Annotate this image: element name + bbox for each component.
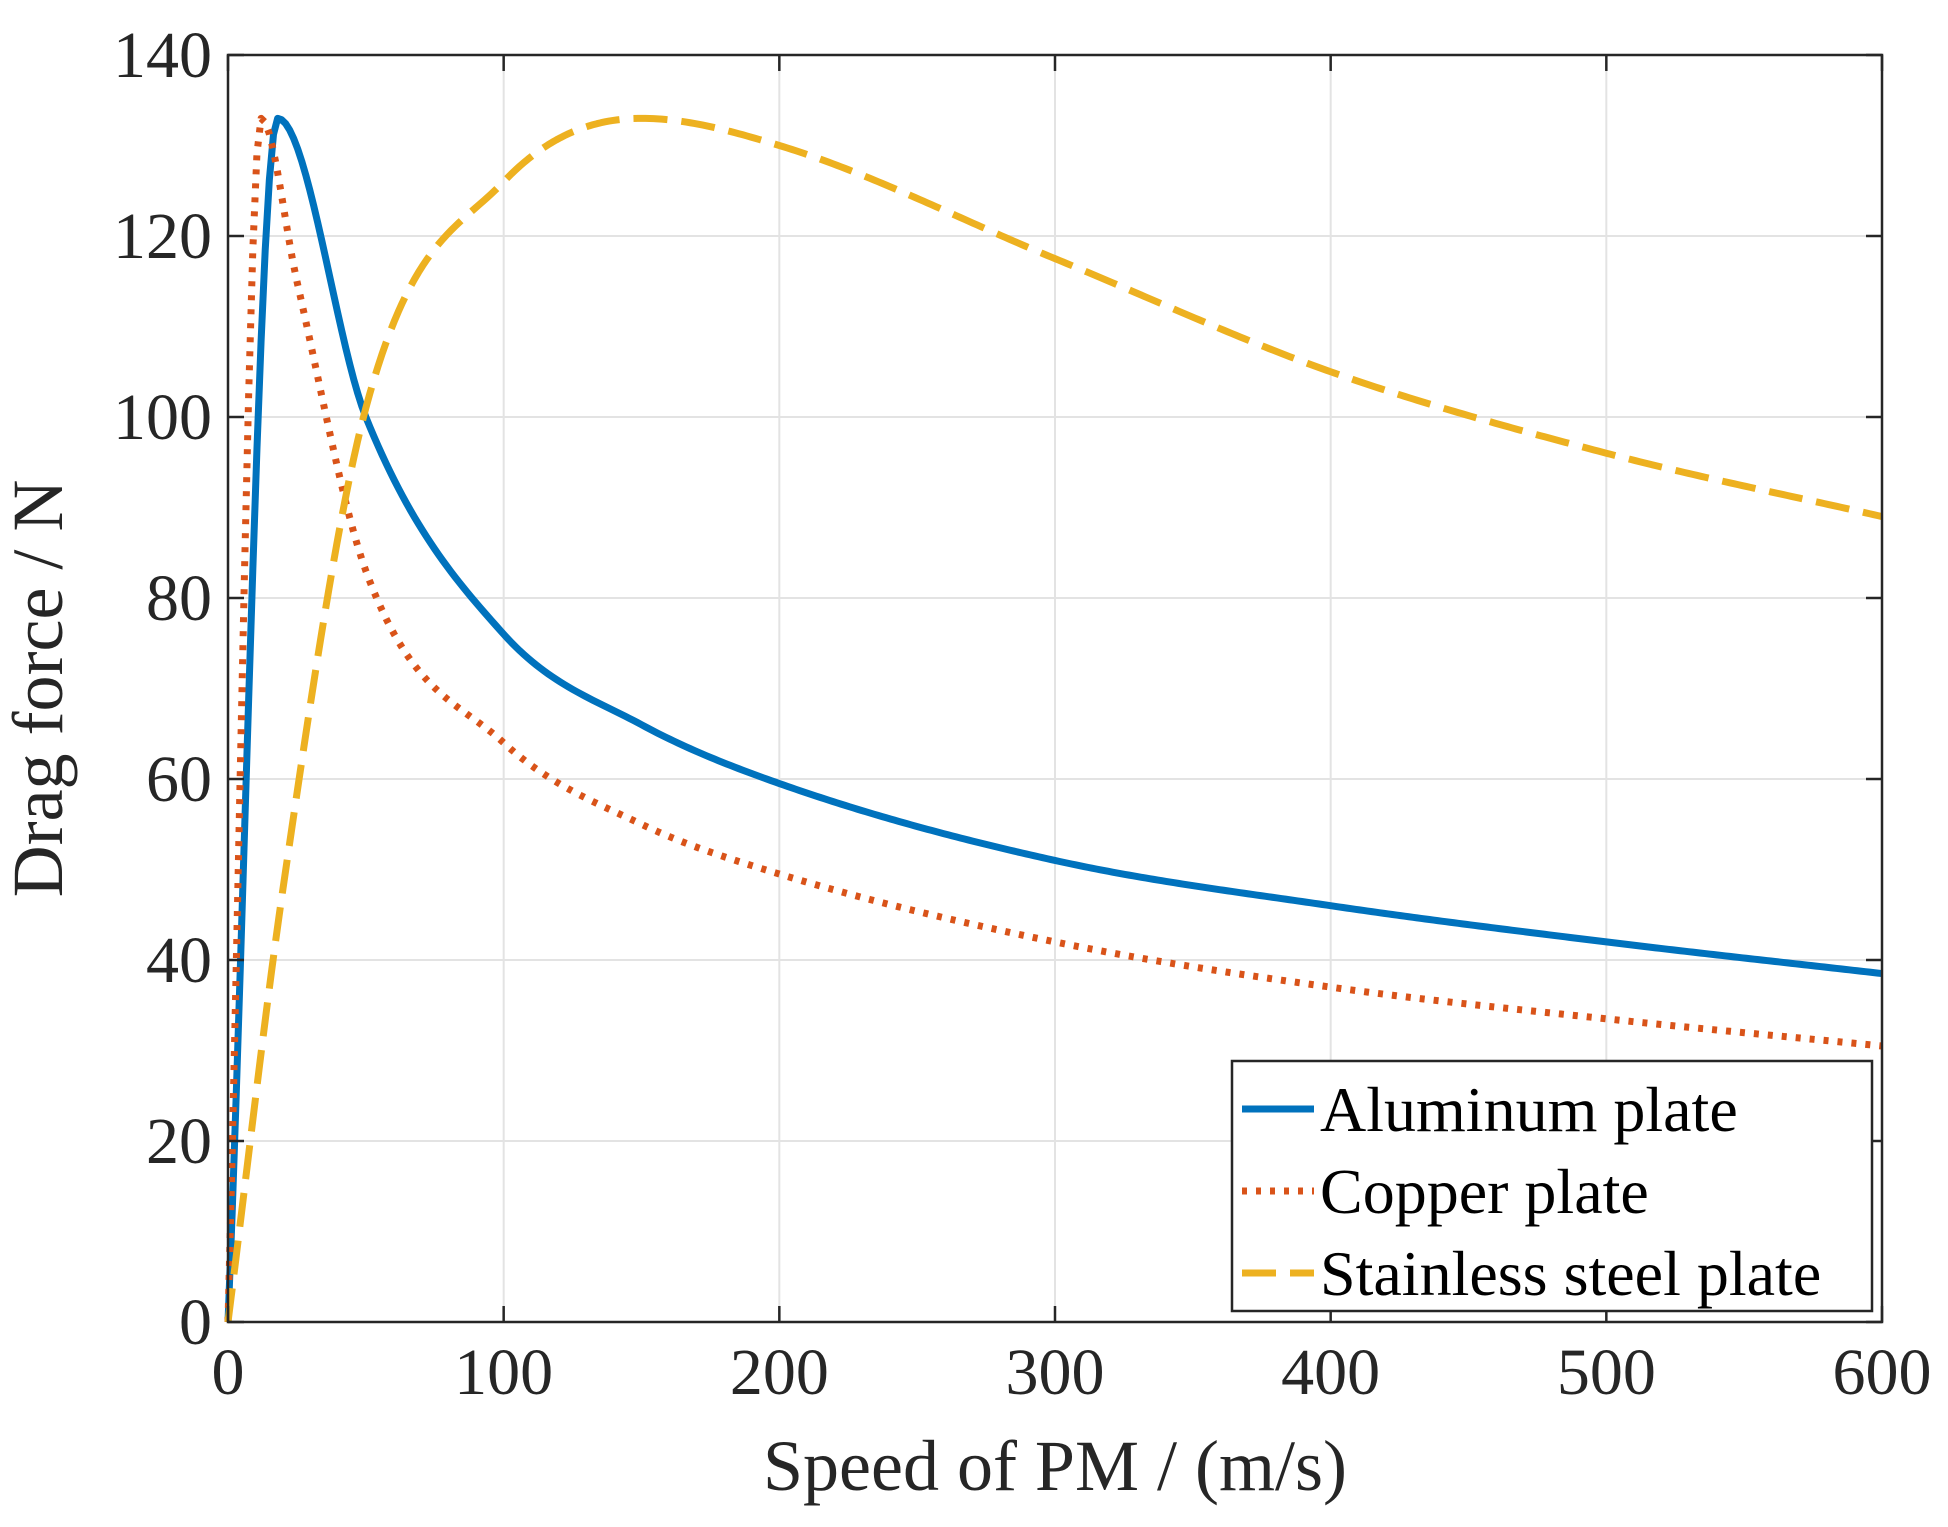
x-tick-label: 100 [454,1336,553,1409]
x-tick-label: 300 [1006,1336,1105,1409]
series-group [224,114,1883,1323]
y-tick-label: 20 [146,1105,212,1178]
x-axis-label: Speed of PM / (m/s) [763,1426,1347,1506]
grid [228,55,1882,1322]
series-line-aluminum [224,114,1883,1323]
legend-label-aluminum: Aluminum plate [1320,1074,1738,1145]
y-tick-label: 60 [146,743,212,816]
legend-box [1230,1059,1874,1313]
ticks: 0 100 200 300 400 500 600 0 20 40 60 80 100 120 140 [113,19,1932,1409]
y-tick-label: 40 [146,924,212,997]
y-tick-label: 120 [113,200,212,273]
y-tick-label: 0 [179,1286,212,1359]
y-axis-label: Drag force / N [0,480,78,898]
x-tick-label: 500 [1557,1336,1656,1409]
series-line-copper [224,114,1883,1323]
legend-label-copper: Copper plate [1320,1156,1649,1227]
y-tick-label: 140 [113,19,212,92]
series-line-stainless-steel [224,114,1883,1323]
y-tick-label: 100 [113,381,212,454]
x-tick-label: 600 [1833,1336,1932,1409]
x-tick-label: 400 [1281,1336,1380,1409]
x-tick-label: 200 [730,1336,829,1409]
y-tick-label: 80 [146,562,212,635]
x-tick-label: 0 [212,1336,245,1409]
legend-label-stainless-steel: Stainless steel plate [1320,1238,1821,1309]
legend: Aluminum plate Copper plate Stainless st… [1230,1059,1874,1313]
